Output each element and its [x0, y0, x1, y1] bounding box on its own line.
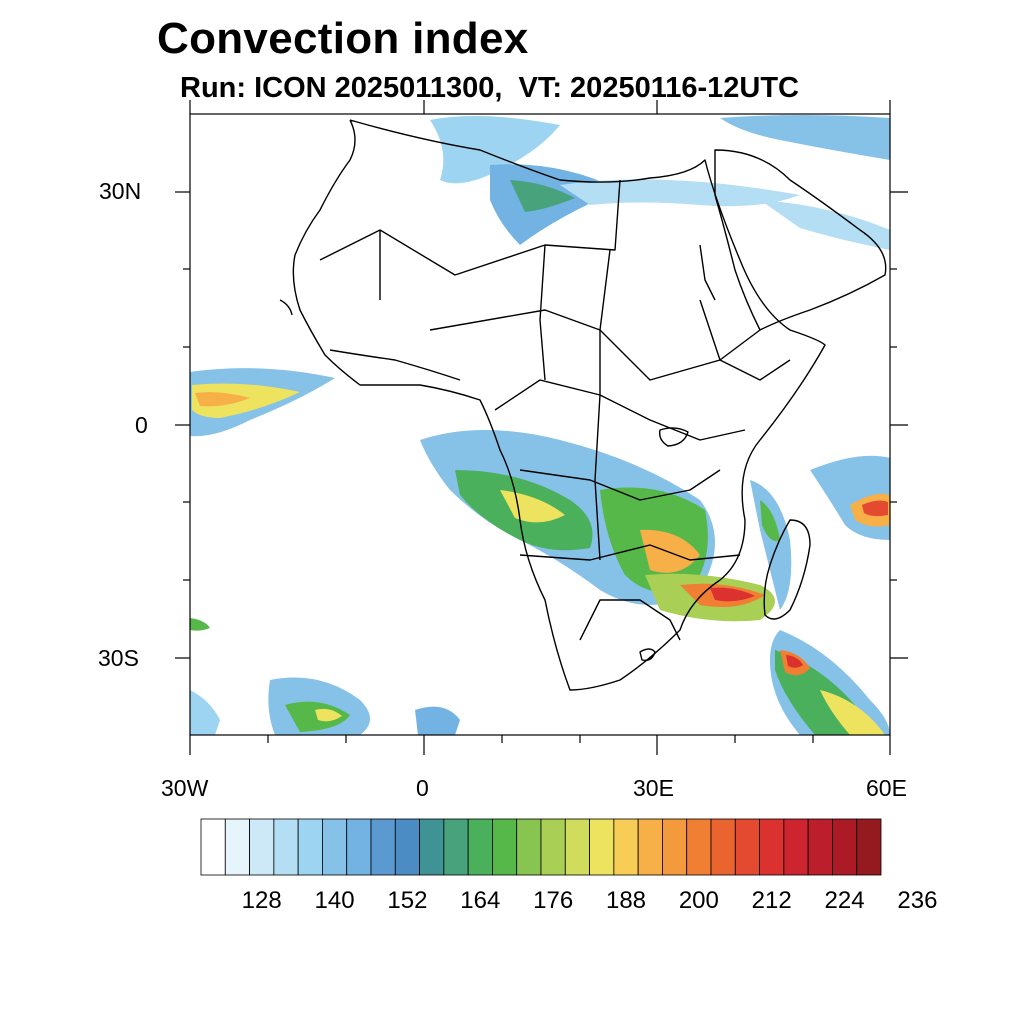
colorbar — [200, 818, 882, 876]
coast-detail-1 — [279, 299, 293, 316]
colorbar-box — [467, 818, 493, 876]
colorbar-box — [832, 818, 858, 876]
border-south-3 — [579, 599, 681, 641]
lon-label-60e: 60E — [866, 775, 907, 801]
border-vertical-2 — [594, 249, 611, 561]
colorbar-box — [200, 818, 226, 876]
colorbar-label: 164 — [460, 887, 501, 914]
colorbar-box — [589, 818, 615, 876]
lon-label-30e: 30E — [633, 775, 674, 801]
colorbar-box — [516, 818, 542, 876]
arabian-peninsula — [714, 149, 887, 331]
colorbar-box — [637, 818, 663, 876]
chart-title: Convection index — [157, 14, 529, 63]
colorbar-box — [443, 818, 469, 876]
run-subtitle: Run: ICON 2025011300, VT: 20250116-12UTC — [180, 72, 799, 104]
colorbar-box — [613, 818, 639, 876]
field-ne-band — [720, 115, 890, 160]
colorbar-box — [783, 818, 809, 876]
lon-label-30w: 30W — [161, 775, 209, 801]
colorbar-label: 140 — [314, 887, 355, 914]
colorbar-box — [297, 818, 323, 876]
africa-coastline — [292, 119, 826, 691]
coastline-borders — [279, 119, 887, 691]
colorbar-label: 236 — [897, 887, 938, 914]
coast-detail-2 — [699, 244, 716, 301]
colorbar-label: 152 — [387, 887, 428, 914]
lat-label-30s: 30S — [98, 645, 139, 671]
colorbar-box — [419, 818, 445, 876]
colorbar-label: 128 — [241, 887, 282, 914]
colorbar-label: 224 — [824, 887, 865, 914]
colorbar-box — [394, 818, 420, 876]
field-atlantic-hot — [195, 392, 250, 407]
field-south-atl-1-hot — [315, 708, 342, 722]
border-vertical-1 — [539, 244, 546, 381]
colorbar-box — [807, 818, 833, 876]
field-south-atl-2 — [415, 706, 460, 735]
border-sahel — [319, 179, 621, 276]
colorbar-box — [322, 818, 348, 876]
border-south-2 — [519, 544, 741, 561]
colorbar-box — [564, 818, 590, 876]
lake-victoria — [658, 427, 689, 447]
tick-marks — [175, 100, 908, 755]
field-madagascar-core — [760, 500, 780, 541]
field-cyclone-south-red — [786, 655, 803, 668]
field-north-streak — [430, 116, 560, 184]
colorbar-box — [346, 818, 372, 876]
colorbar-label: 176 — [533, 887, 574, 914]
colorbar-box — [686, 818, 712, 876]
field-mozambique-red — [710, 587, 755, 602]
field-south-atl-3 — [190, 690, 220, 735]
colorbar-box — [734, 818, 760, 876]
colorbar-box — [370, 818, 396, 876]
lon-label-0: 0 — [416, 775, 429, 801]
border-south — [519, 469, 721, 501]
colorbar-box — [662, 818, 688, 876]
convection-field — [190, 115, 890, 735]
colorbar-box — [224, 818, 250, 876]
field-cyclone-ne-hot — [862, 500, 888, 517]
field-south-atl-4 — [190, 618, 210, 631]
border-mid — [494, 379, 746, 441]
colorbar-label: 212 — [751, 887, 792, 914]
colorbar-box — [249, 818, 275, 876]
field-mideast — [760, 200, 890, 250]
colorbar-box — [273, 818, 299, 876]
field-madagascar-streak — [750, 480, 792, 610]
field-zambia-core — [640, 529, 700, 573]
field-sahara-green — [510, 180, 575, 212]
field-se-tail — [820, 690, 885, 735]
colorbar-box — [759, 818, 785, 876]
colorbar-label: 188 — [605, 887, 647, 914]
lat-label-30n: 30N — [99, 178, 142, 204]
colorbar-label: 200 — [678, 887, 719, 914]
border-horn — [699, 299, 791, 381]
colorbar-box — [492, 818, 518, 876]
border-central — [429, 309, 761, 381]
gulf-coast — [329, 349, 461, 381]
lesotho — [639, 648, 656, 662]
lat-label-0: 0 — [135, 412, 148, 438]
colorbar-box — [540, 818, 566, 876]
colorbar-box — [710, 818, 736, 876]
madagascar — [763, 519, 811, 620]
colorbar-box — [856, 818, 882, 876]
field-atlantic-core — [192, 383, 300, 418]
